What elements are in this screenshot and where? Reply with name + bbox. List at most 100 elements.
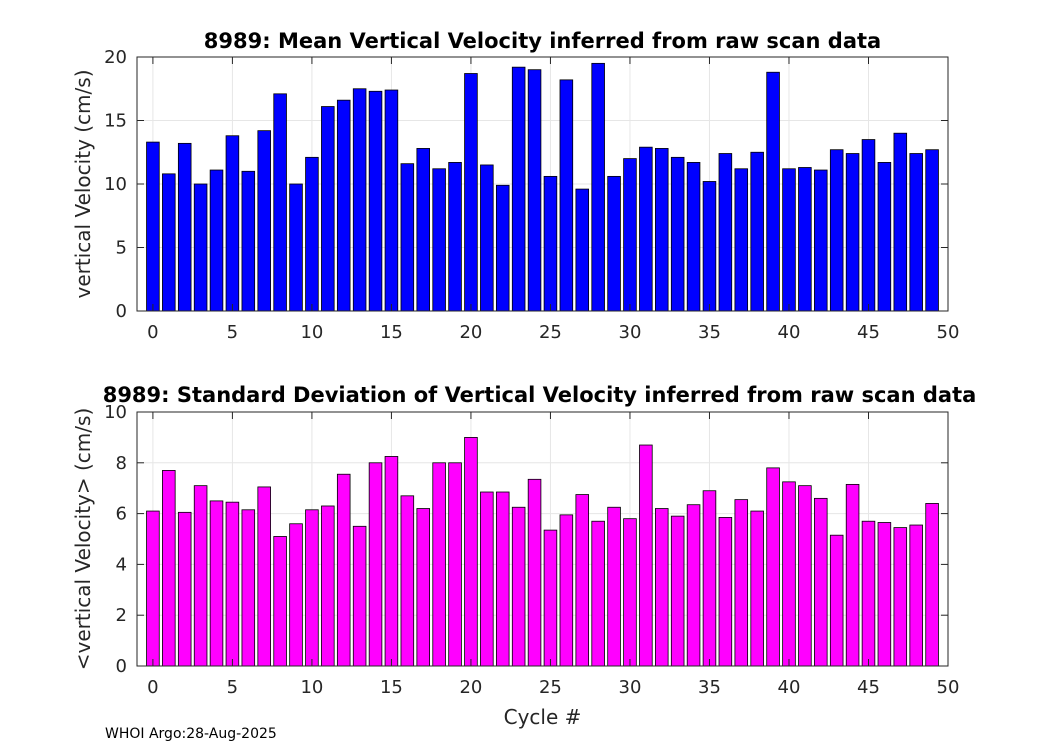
x-tick-label: 45 <box>857 677 880 698</box>
x-tick-label: 20 <box>459 322 482 343</box>
x-tick-label: 10 <box>300 322 323 343</box>
bar <box>543 529 558 667</box>
bar <box>368 462 383 667</box>
bar <box>480 164 494 312</box>
bar <box>766 71 780 312</box>
y-tick-label: 0 <box>116 656 127 677</box>
bar <box>877 162 892 312</box>
plot-area <box>137 412 948 666</box>
bar <box>464 73 478 312</box>
bar <box>400 495 415 667</box>
bar <box>336 473 351 667</box>
bar <box>925 149 939 312</box>
bar <box>750 151 764 312</box>
bar <box>814 497 828 667</box>
bar <box>146 141 160 312</box>
y-tick-label: 5 <box>116 238 127 259</box>
bar <box>798 167 812 312</box>
bar <box>257 130 271 312</box>
x-tick-label: 0 <box>147 322 158 343</box>
bar <box>209 169 224 312</box>
x-tick-label: 35 <box>698 677 721 698</box>
bar <box>177 511 192 667</box>
bar <box>225 501 240 667</box>
bar <box>511 66 526 312</box>
bar <box>336 99 351 312</box>
x-tick-label: 30 <box>619 677 642 698</box>
chart-title: 8989: Standard Deviation of Vertical Vel… <box>103 383 977 407</box>
x-tick-label: 15 <box>380 322 403 343</box>
bar <box>861 139 876 312</box>
bar <box>909 153 923 312</box>
bar <box>670 156 685 312</box>
bar <box>527 69 542 312</box>
bar <box>798 485 812 667</box>
y-tick-label: 20 <box>104 47 127 68</box>
bar <box>305 509 319 667</box>
bar <box>829 534 844 667</box>
bar <box>241 170 256 312</box>
y-axis-label: vertical Velocity (cm/s) <box>71 70 95 299</box>
bar <box>368 90 383 312</box>
bar <box>448 162 462 312</box>
footer-credit: WHOI Argo:28-Aug-2025 <box>105 726 277 742</box>
bar <box>416 508 430 667</box>
bar <box>909 524 923 667</box>
bar <box>273 93 287 312</box>
y-tick-label: 4 <box>116 554 127 575</box>
bar <box>607 175 621 312</box>
bar <box>432 168 446 312</box>
bar <box>416 148 430 312</box>
bar <box>702 490 717 667</box>
bar <box>352 525 367 667</box>
bar <box>575 188 590 312</box>
bar <box>209 500 224 667</box>
bar <box>814 169 828 312</box>
bar <box>655 508 669 667</box>
bar <box>225 135 240 312</box>
bar <box>623 158 637 312</box>
y-tick-label: 8 <box>116 453 127 474</box>
bar <box>575 494 590 667</box>
x-tick-label: 20 <box>459 677 482 698</box>
bar <box>670 515 685 667</box>
bar <box>384 89 399 312</box>
x-tick-label: 5 <box>227 677 238 698</box>
bar <box>527 478 542 667</box>
bar <box>925 503 939 667</box>
bar <box>782 481 796 667</box>
chart-title: 8989: Mean Vertical Velocity inferred fr… <box>204 29 881 53</box>
bar <box>273 536 287 667</box>
bar <box>305 156 319 312</box>
bar <box>718 517 733 667</box>
x-tick-label: 30 <box>619 322 642 343</box>
bar <box>686 504 701 667</box>
top-axes: 0 5 10 15 20 25 30 35 40 45 50 0 5 10 15 20 8989: Mean V… <box>71 29 959 343</box>
bar <box>432 462 446 667</box>
y-tick-label: 10 <box>104 174 127 195</box>
x-tick-label: 25 <box>539 677 562 698</box>
x-tick-label: 25 <box>539 322 562 343</box>
bar <box>352 88 367 312</box>
y-axis-label: <vertical Velocity> (cm/s) <box>71 408 95 671</box>
bar <box>893 132 908 312</box>
bar <box>162 470 176 667</box>
y-tick-label: 0 <box>116 301 127 322</box>
y-tick-label: 15 <box>104 111 127 132</box>
bar <box>177 142 192 312</box>
bar <box>543 175 558 312</box>
bar <box>193 485 208 667</box>
bar <box>607 506 621 667</box>
x-tick-label: 40 <box>778 677 801 698</box>
y-tick-label: 10 <box>104 402 127 423</box>
bar <box>766 467 780 667</box>
y-tick-label: 2 <box>116 605 127 626</box>
y-tick-label: 6 <box>116 504 127 525</box>
x-tick-label: 10 <box>300 677 323 698</box>
bar <box>861 520 876 667</box>
bar <box>193 183 208 312</box>
bar <box>495 184 510 312</box>
bar <box>718 153 733 312</box>
x-axis-label: Cycle # <box>504 705 582 729</box>
